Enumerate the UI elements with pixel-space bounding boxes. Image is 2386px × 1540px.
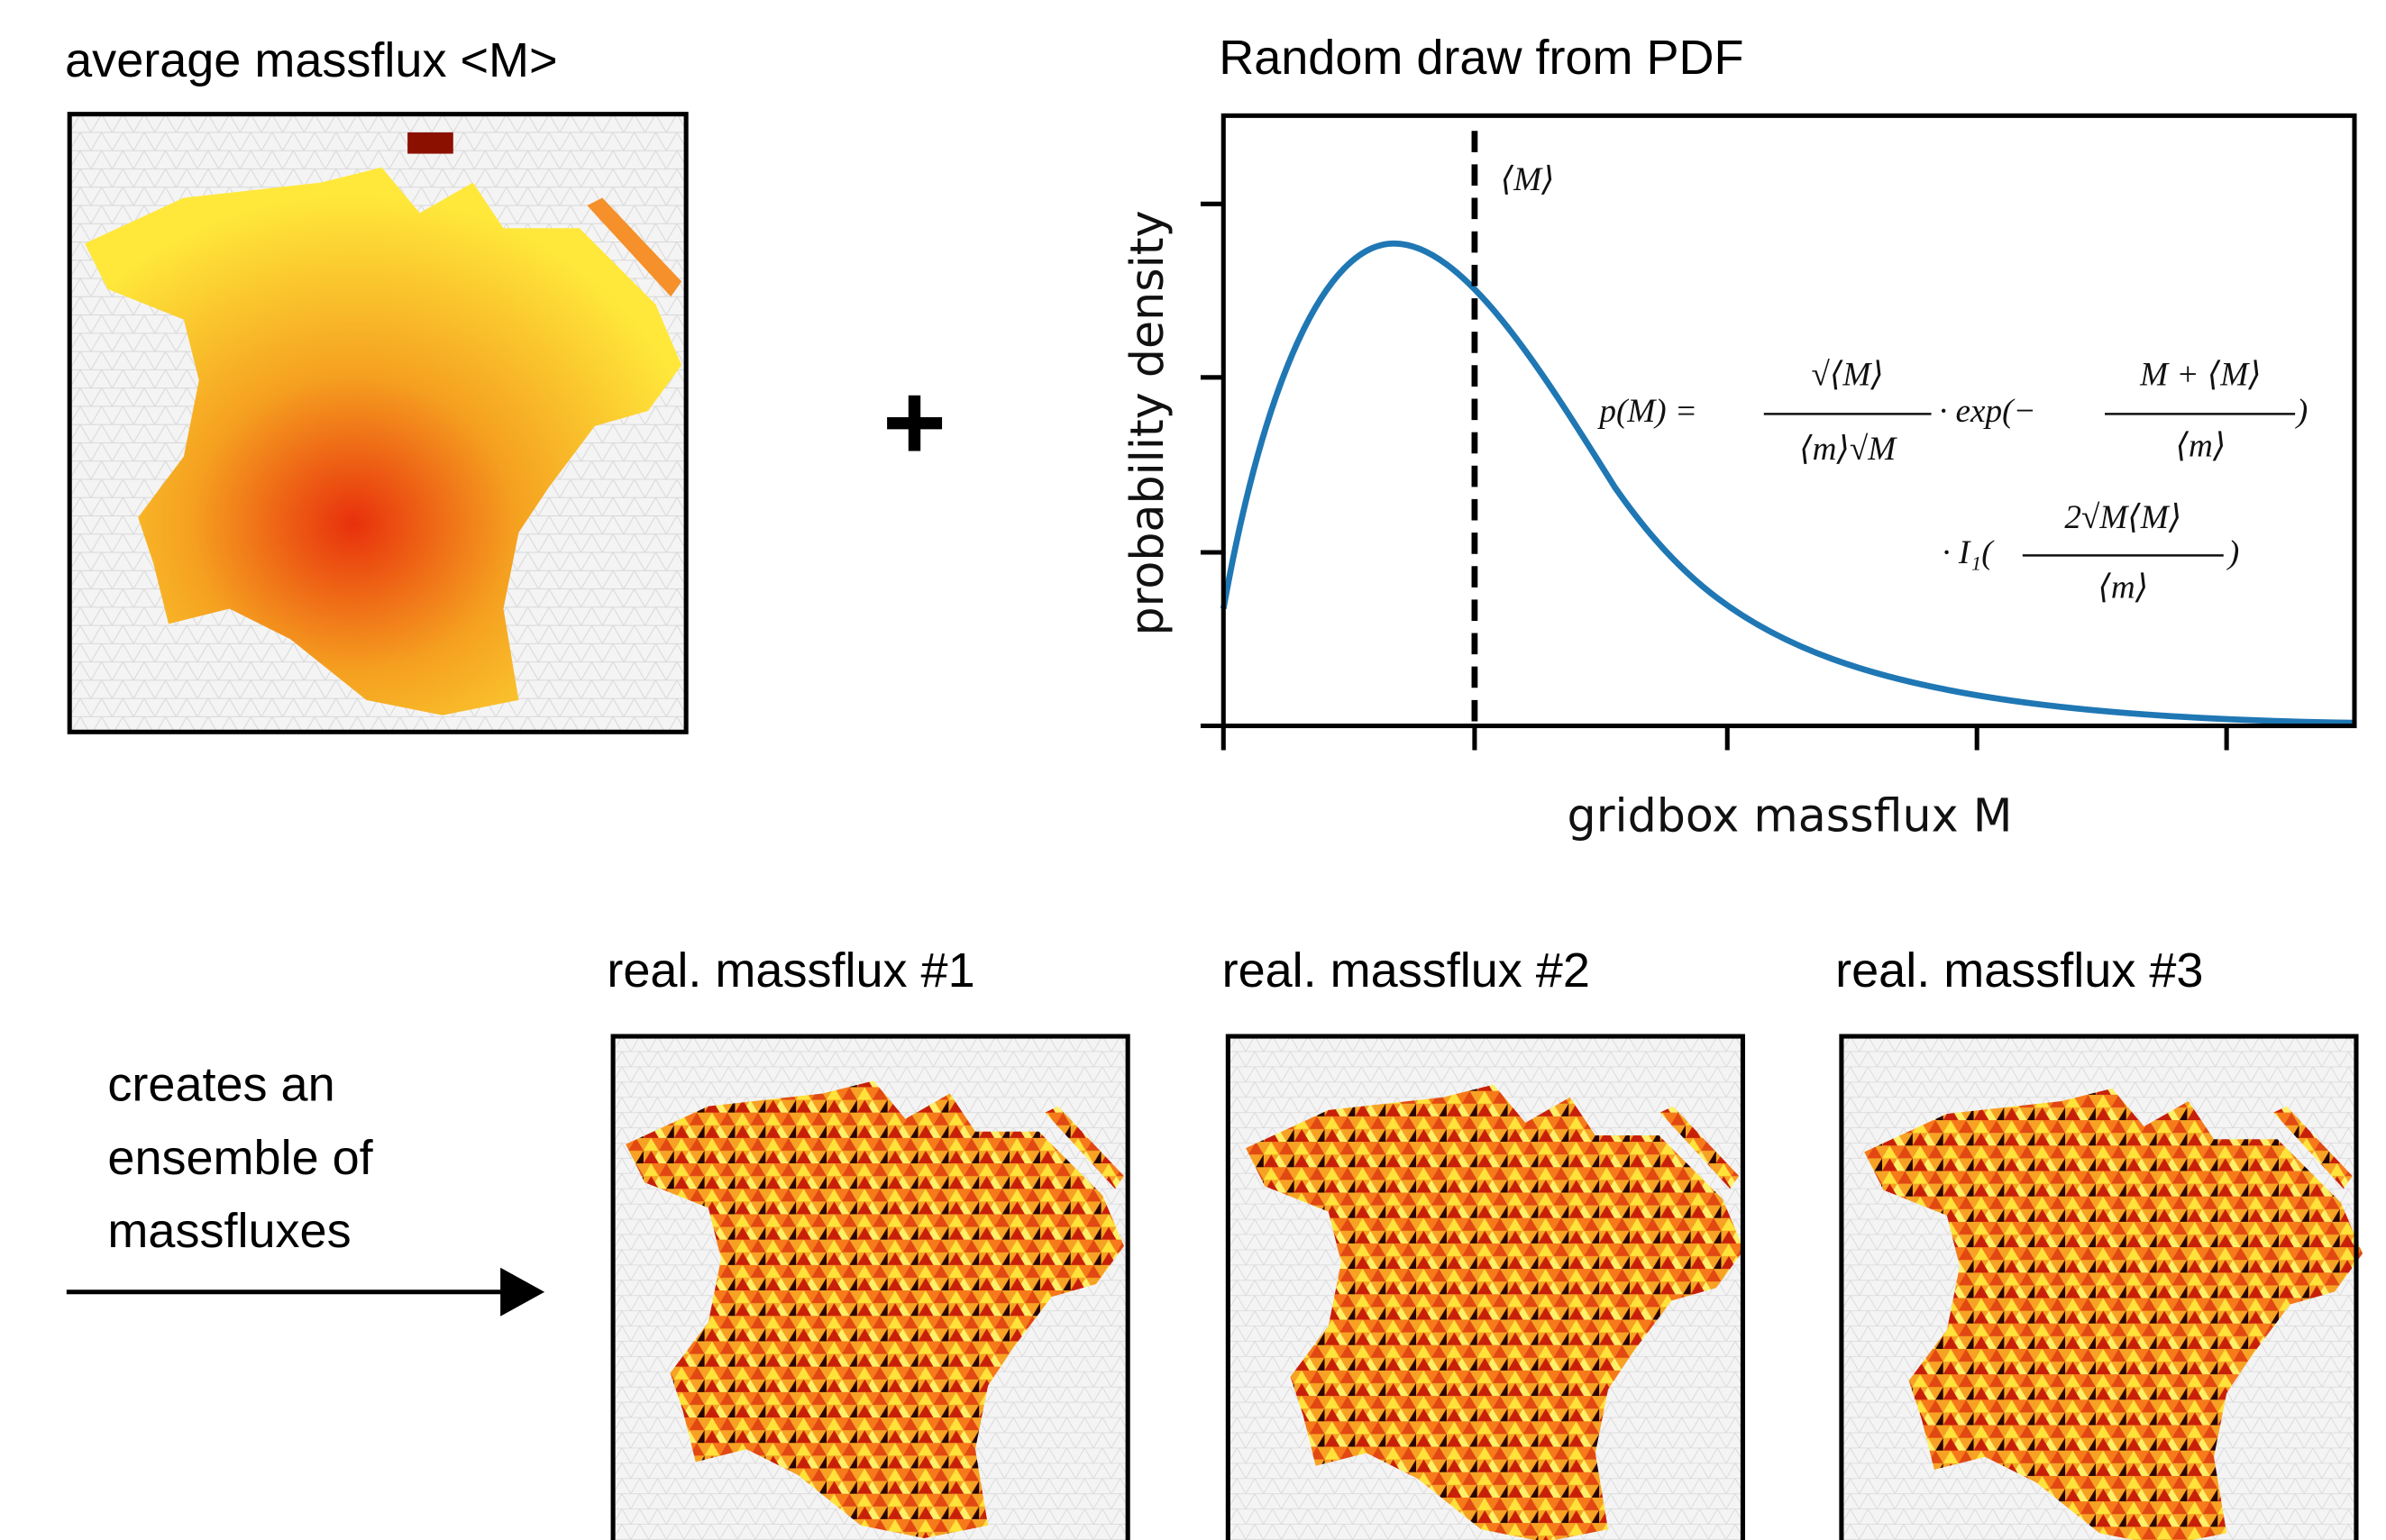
formula-part: ⟨m⟩: [2098, 570, 2148, 606]
formula-part: 2√M⟨M⟩: [2064, 499, 2181, 536]
formula-part: M + ⟨M⟩: [2139, 356, 2262, 393]
arrow-text: ensemble of: [107, 1131, 373, 1185]
arrow-text: creates an: [107, 1058, 334, 1112]
realization-map: [1839, 1034, 2363, 1540]
formula-part: ⟨m⟩: [2176, 428, 2226, 465]
realizations: real. massflux #1 real. massflux #2 real. …: [607, 943, 2363, 1540]
y-axis-label: probability density: [1120, 210, 1174, 635]
mean-label: ⟨M⟩: [1501, 161, 1555, 198]
formula-part: · exp(−: [1939, 393, 2036, 430]
formula-part: · I₁(: [1942, 534, 1995, 571]
formula-part: ): [2295, 393, 2308, 430]
panel-title: real. massflux #2: [1222, 943, 1590, 998]
x-axis-label: gridbox massflux M: [1568, 789, 2013, 843]
map-frame: [1839, 1034, 2359, 1540]
arrow-text: massfluxes: [107, 1204, 351, 1258]
panel-title: real. massflux #3: [1835, 943, 2203, 998]
panel-title: average massflux <M>: [65, 33, 557, 87]
panel-title: real. massflux #1: [607, 943, 974, 998]
realization-map: [1225, 1034, 1745, 1540]
operator: +: [882, 360, 946, 483]
arrow: [66, 1267, 545, 1317]
realization-map: [610, 1034, 1130, 1540]
formula-part: p(M) =: [1596, 393, 1697, 430]
formula: p(M) = √⟨M⟩ ⟨m⟩√M · exp(− M + ⟨M⟩ ⟨m⟩ ) …: [1596, 356, 2308, 606]
panel-title: Random draw from PDF: [1219, 31, 1743, 85]
map-frame: [610, 1034, 1130, 1540]
formula-part: √⟨M⟩: [1811, 356, 1883, 393]
formula-part: ): [2226, 534, 2239, 571]
average-map: [67, 112, 689, 734]
formula-part: ⟨m⟩√M: [1799, 431, 1897, 468]
pdf-axes: [1200, 113, 2357, 751]
map-frame: [1225, 1034, 1745, 1540]
